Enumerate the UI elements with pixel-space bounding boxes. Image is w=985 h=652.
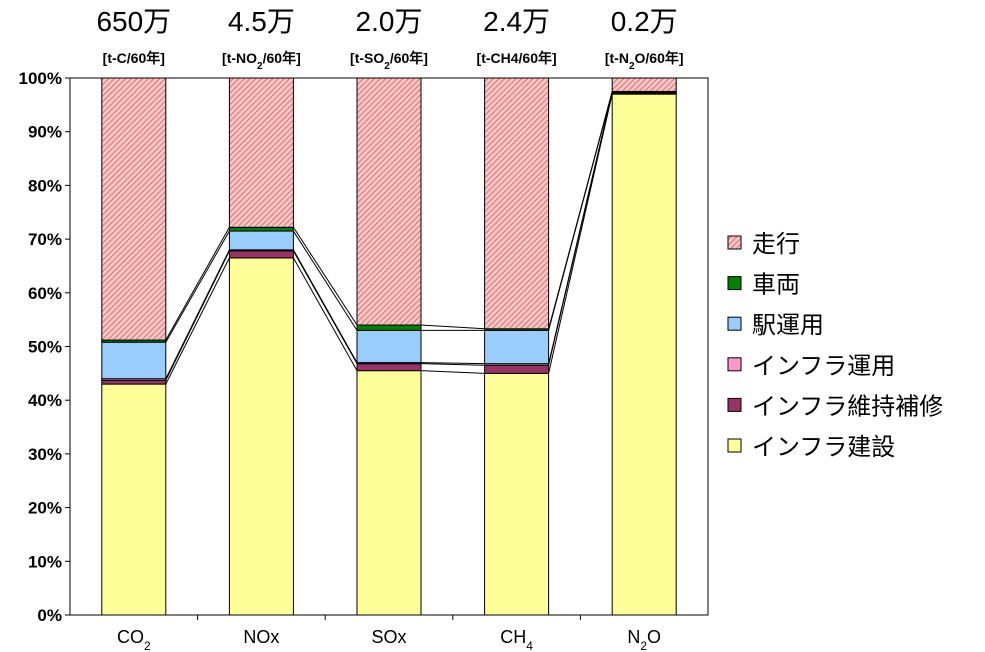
unit-label: [t-CH4/60年] <box>477 50 557 66</box>
connector-line <box>292 250 358 364</box>
bar-segment <box>101 379 167 385</box>
bar-segment <box>228 230 294 251</box>
legend-label: インフラ運用 <box>752 352 895 380</box>
x-category-label: CH4 <box>500 627 533 652</box>
y-tick-label: 70% <box>28 230 62 249</box>
connector-line <box>165 250 230 381</box>
connector-line <box>548 92 613 364</box>
y-tick-label: 80% <box>28 176 62 195</box>
legend-swatch <box>727 276 742 291</box>
connector-line <box>548 91 613 329</box>
total-label: 0.2万 <box>611 6 678 37</box>
bar-segment <box>484 372 550 616</box>
bar-segment <box>611 77 677 92</box>
bar-segment <box>356 363 422 372</box>
bar-segment <box>101 77 167 341</box>
connector-line <box>165 227 230 341</box>
y-tick-label: 100% <box>19 69 62 88</box>
totals-header: 650万 4.5万 2.0万 2.4万 0.2万 <box>96 6 677 37</box>
legend-swatch <box>727 316 742 331</box>
y-axis: 0% 10% 20% 30% 40% 50% 60% 70% 80% 90% 100% <box>19 69 70 625</box>
legend-label: インフラ維持補修 <box>752 392 943 420</box>
legend-swatch <box>727 438 742 453</box>
bar-segment <box>228 257 294 616</box>
x-category-label: NOx <box>243 627 279 647</box>
x-category-label: SOx <box>371 627 406 647</box>
bar-segment <box>101 341 167 380</box>
legend-swatch <box>727 397 742 412</box>
y-tick-label: 40% <box>28 391 62 410</box>
connector-line <box>292 249 358 363</box>
connector-line <box>165 257 230 385</box>
y-tick-label: 90% <box>28 123 62 142</box>
unit-label: [t-N2O/60年] <box>605 50 684 72</box>
connector-line <box>292 230 358 331</box>
connector-line <box>292 257 358 371</box>
connector-line <box>420 370 485 374</box>
y-tick-label: 50% <box>28 338 62 357</box>
connector-line <box>292 227 358 326</box>
legend-label: インフラ建設 <box>752 433 895 461</box>
bar-segment <box>356 77 422 326</box>
bar-segment <box>484 77 550 330</box>
series-connectors <box>165 91 613 385</box>
legend-label: 駅運用 <box>752 311 824 339</box>
bar-segment <box>356 329 422 364</box>
connector-line <box>548 93 613 374</box>
connector-line <box>420 324 485 330</box>
y-tick-label: 20% <box>28 499 62 518</box>
y-tick-label: 10% <box>28 552 62 571</box>
connector-line <box>165 249 230 379</box>
connector-line <box>420 363 485 366</box>
total-label: 2.0万 <box>356 6 423 37</box>
unit-label: [t-NO2/60年] <box>222 50 301 72</box>
total-label: 650万 <box>96 6 171 37</box>
y-tick-label: 0% <box>37 606 62 625</box>
bar-segment <box>228 77 294 228</box>
total-label: 2.4万 <box>483 6 550 37</box>
bar-segment <box>356 370 422 616</box>
bar-segment <box>101 383 167 616</box>
legend-label: 走行 <box>752 230 800 258</box>
unit-label: [t-SO2/60年] <box>350 50 428 72</box>
connector-line <box>420 362 485 365</box>
x-category-label: CO2 <box>117 627 151 652</box>
bar-segment <box>611 93 677 616</box>
unit-label: [t-C/60年] <box>103 50 165 66</box>
bar-segment <box>228 226 294 232</box>
total-label: 4.5万 <box>228 6 295 37</box>
legend-swatch <box>727 357 742 372</box>
bar-segment <box>356 324 422 331</box>
bars <box>101 77 677 616</box>
connector-line <box>165 230 230 343</box>
units-header: [t-C/60年] [t-NO2/60年] [t-SO2/60年] [t-CH4/60… <box>103 50 684 72</box>
x-axis: CO2 NOx SOx CH4 N2O <box>117 615 661 652</box>
bar-segment <box>484 329 550 365</box>
legend-swatch <box>727 235 742 250</box>
bar-segment <box>228 250 294 259</box>
legend-label: 車両 <box>752 271 800 299</box>
x-category-label: N2O <box>627 627 661 652</box>
y-tick-label: 30% <box>28 445 62 464</box>
y-tick-label: 60% <box>28 284 62 303</box>
bar-segment <box>484 364 550 374</box>
